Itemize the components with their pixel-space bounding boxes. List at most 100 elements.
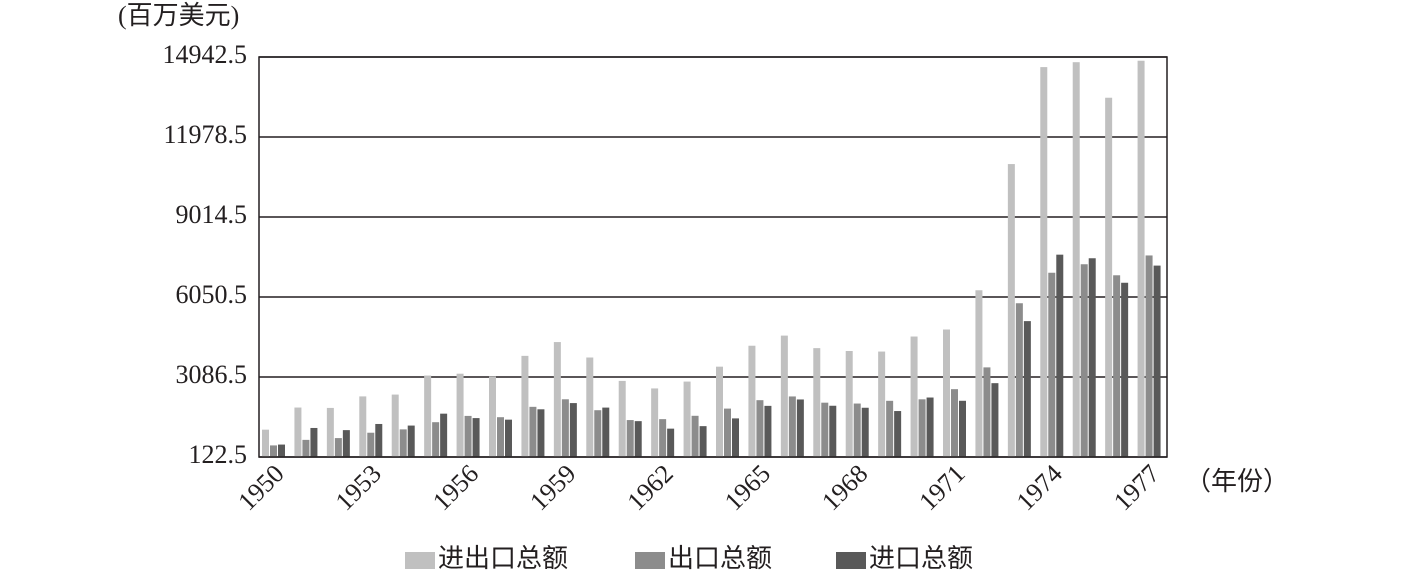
bar — [983, 367, 991, 457]
bar — [334, 438, 342, 457]
bar — [1088, 258, 1096, 457]
bar — [1113, 275, 1121, 457]
bar — [894, 411, 902, 457]
bar — [521, 355, 529, 457]
bar — [886, 400, 894, 457]
bar — [586, 357, 594, 457]
bar — [561, 399, 569, 457]
bar — [724, 408, 731, 457]
bar — [829, 405, 837, 457]
x-tick-label: 1974 — [1011, 459, 1068, 516]
bar — [440, 413, 448, 457]
bar — [391, 394, 399, 457]
y-axis-label: (百万美元) — [118, 1, 239, 30]
bar — [975, 290, 983, 457]
bar — [497, 417, 504, 457]
bar — [1153, 265, 1161, 457]
bar — [845, 350, 853, 457]
bar — [302, 439, 310, 457]
bar — [602, 407, 610, 457]
bar — [569, 403, 577, 457]
y-tick-label: 14942.5 — [163, 40, 248, 69]
bar — [853, 403, 861, 457]
bar — [399, 429, 407, 457]
x-tick-label: 1959 — [524, 459, 581, 516]
bar — [991, 383, 999, 457]
bar — [537, 409, 545, 457]
x-tick-label: 1953 — [330, 459, 387, 516]
bar — [926, 397, 934, 457]
bar — [505, 419, 512, 457]
bar — [262, 429, 269, 457]
bar — [294, 407, 302, 457]
bar — [756, 400, 764, 457]
x-tick-label: 1965 — [719, 459, 776, 516]
bar — [278, 444, 285, 457]
bar — [959, 400, 966, 457]
bar — [464, 415, 472, 457]
bar — [788, 396, 796, 457]
bar — [529, 406, 537, 457]
bar — [432, 422, 440, 457]
bar — [1105, 97, 1113, 457]
x-tick-label: 1962 — [622, 459, 679, 516]
bar — [732, 418, 739, 457]
y-tick-label: 11978.5 — [163, 120, 247, 149]
bar — [878, 351, 886, 457]
bar — [472, 418, 480, 457]
bar — [821, 402, 829, 457]
bar — [1015, 303, 1023, 457]
bar — [1056, 254, 1064, 457]
bar — [716, 366, 723, 457]
bar — [951, 389, 958, 457]
bar — [270, 445, 277, 457]
bar — [651, 388, 659, 457]
bar — [1145, 255, 1153, 457]
bar — [1137, 60, 1145, 457]
x-tick-label: 1977 — [1108, 459, 1165, 516]
x-tick-label: 1971 — [913, 459, 970, 516]
bar — [1007, 164, 1015, 457]
bar — [691, 415, 699, 457]
bar — [1040, 67, 1048, 457]
y-tick-label: 122.5 — [189, 440, 248, 469]
bar — [375, 423, 383, 457]
bar — [910, 336, 918, 457]
legend-label: 进出口总额 — [438, 544, 568, 573]
bar — [1048, 272, 1056, 457]
legend-swatch — [836, 552, 866, 569]
bar — [626, 420, 634, 457]
bar — [813, 348, 821, 457]
bar — [424, 375, 432, 457]
bar — [407, 425, 415, 457]
x-tick-label: 1968 — [816, 459, 873, 516]
bar — [1121, 282, 1129, 457]
bar — [310, 427, 318, 457]
legend-label: 出口总额 — [668, 544, 772, 573]
bar — [489, 376, 496, 457]
bar — [748, 345, 756, 457]
bar — [367, 432, 375, 457]
y-tick-label: 3086.5 — [176, 360, 248, 389]
bar — [667, 428, 675, 457]
legend: 进出口总额 出口总额 进口总额 — [405, 544, 973, 573]
bar — [553, 342, 561, 457]
x-axis-label: （年份） — [1185, 467, 1289, 496]
bar — [683, 381, 691, 457]
legend-label: 进口总额 — [869, 544, 973, 573]
bar — [326, 407, 334, 457]
y-tick-label: 9014.5 — [176, 200, 248, 229]
bar — [1023, 321, 1031, 457]
bar — [594, 410, 602, 457]
plot-frame — [258, 56, 1168, 458]
bar — [1072, 62, 1080, 458]
bar — [861, 407, 869, 457]
bar — [796, 399, 804, 457]
bar — [699, 426, 707, 457]
legend-swatch — [405, 552, 435, 569]
bar — [1080, 264, 1088, 457]
bar — [456, 373, 464, 457]
bar — [659, 419, 667, 457]
bar — [918, 399, 926, 457]
legend-swatch — [635, 552, 665, 569]
